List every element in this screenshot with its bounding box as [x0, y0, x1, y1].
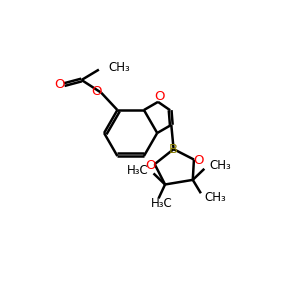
Text: O: O	[145, 159, 155, 172]
Text: CH₃: CH₃	[209, 159, 231, 172]
Text: CH₃: CH₃	[109, 61, 130, 74]
Text: O: O	[154, 90, 164, 103]
Text: H₃C: H₃C	[151, 197, 172, 210]
Text: B: B	[169, 142, 178, 156]
Text: H₃C: H₃C	[127, 164, 149, 177]
Text: CH₃: CH₃	[205, 191, 226, 204]
Text: O: O	[193, 154, 204, 167]
Text: O: O	[54, 78, 64, 91]
Text: O: O	[91, 85, 101, 98]
